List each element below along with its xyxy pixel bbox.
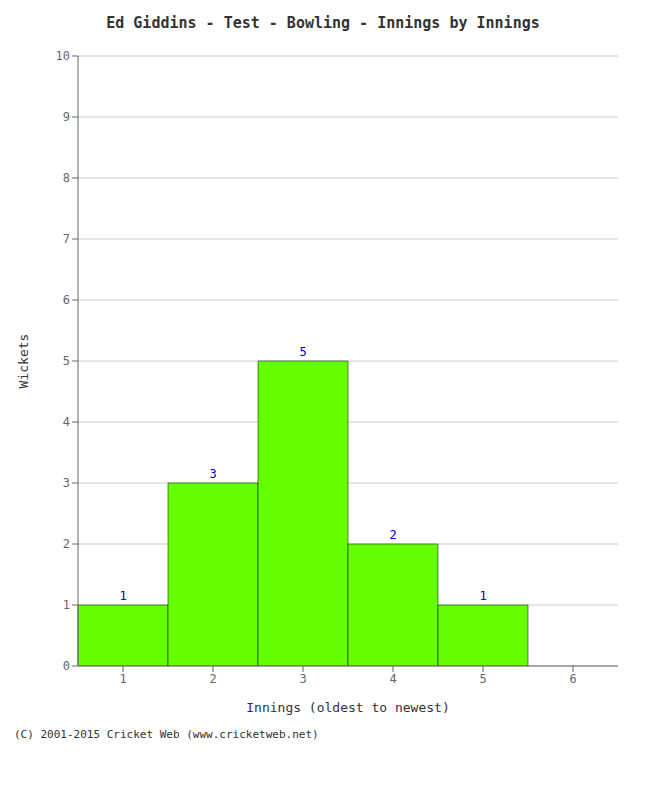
svg-text:1: 1 <box>479 589 486 603</box>
svg-text:7: 7 <box>63 232 70 246</box>
svg-text:6: 6 <box>569 672 576 686</box>
svg-text:Innings (oldest to newest): Innings (oldest to newest) <box>246 700 450 715</box>
html-text:Ed Giddins - Test - Bowling -: Ed Giddins - Test - Bowling - Innings by… <box>106 14 540 32</box>
svg-text:9: 9 <box>63 110 70 124</box>
svg-text:0: 0 <box>63 659 70 673</box>
svg-text:4: 4 <box>63 415 70 429</box>
svg-text:1: 1 <box>63 598 70 612</box>
svg-text:5: 5 <box>479 672 486 686</box>
svg-text:1: 1 <box>119 672 126 686</box>
svg-text:Wickets: Wickets <box>16 334 31 389</box>
html-text:(C) 2001-2015 Cricket Web (www: (C) 2001-2015 Cricket Web (www.cricketwe… <box>14 728 319 741</box>
svg-text:10: 10 <box>56 49 70 63</box>
svg-text:5: 5 <box>63 354 70 368</box>
svg-text:6: 6 <box>63 293 70 307</box>
svg-text:8: 8 <box>63 171 70 185</box>
svg-text:1: 1 <box>119 589 126 603</box>
svg-text:2: 2 <box>389 528 396 542</box>
svg-text:5: 5 <box>299 345 306 359</box>
svg-text:3: 3 <box>209 467 216 481</box>
svg-text:2: 2 <box>209 672 216 686</box>
svg-text:2: 2 <box>63 537 70 551</box>
svg-text:4: 4 <box>389 672 396 686</box>
svg-text:3: 3 <box>299 672 306 686</box>
svg-text:3: 3 <box>63 476 70 490</box>
